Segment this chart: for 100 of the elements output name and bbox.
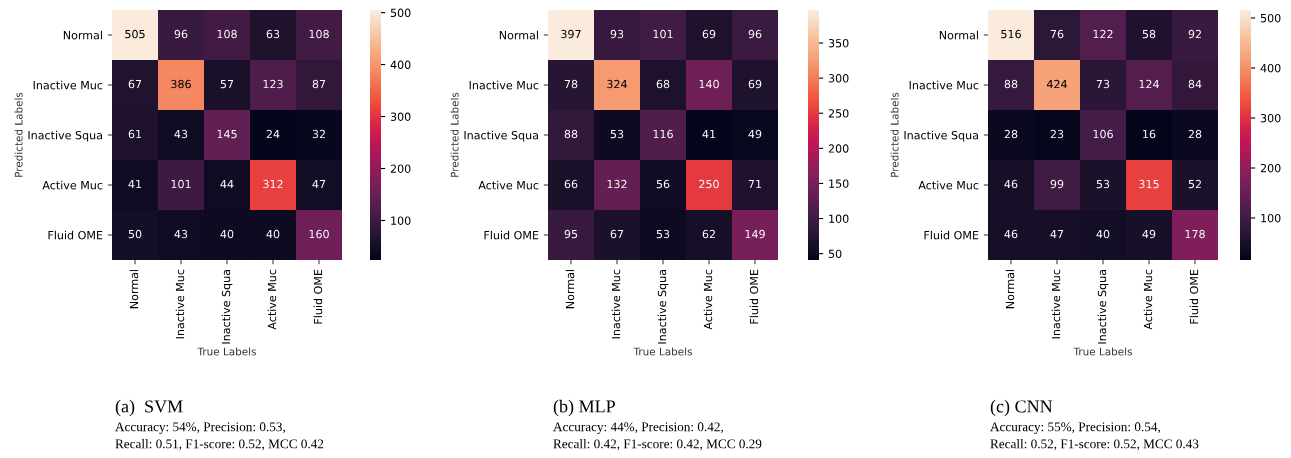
x-tick-label: Inactive Muc [1051,269,1061,339]
x-axis-title: True Labels [197,347,256,356]
y-axis-title: Predicted Labels [14,92,23,177]
data-label: 99 [1050,179,1064,189]
x-tick-label: Normal [129,270,139,309]
data-label: 160 [309,229,329,239]
data-label: 43 [174,129,188,139]
color-bar-label: 250 [828,109,849,118]
data-label: 56 [656,179,670,189]
text: Accuracy: 44%, Precision: 0.42, [553,422,723,434]
data-label: 108 [309,29,329,39]
data-label: 140 [699,79,719,89]
x-axis-title: True Labels [633,347,692,356]
data-label: 93 [610,29,624,39]
color-bar-label: 400 [390,60,411,69]
data-label: 88 [1004,79,1018,89]
text: (a) SVM [115,399,183,417]
y-tick-label: Inactive Squa [464,130,538,142]
text: Accuracy: 55%, Precision: 0.54, [990,422,1160,434]
data-label: 41 [702,129,716,139]
data-label: 92 [1188,29,1201,39]
data-label: 43 [174,229,188,239]
y-tick-label: Active Muc [478,180,539,190]
y-tick-label: Normal [63,30,102,40]
data-label: 123 [263,79,283,89]
color-bar-label: 100 [829,214,849,223]
color-bar-label: 400 [1260,63,1281,73]
text: Accuracy: 54%, Precision: 0.53, [115,422,285,434]
data-label: 397 [561,29,581,39]
y-tick-label: Inactive Muc [33,80,103,90]
x-tick-label: Fluid OME [749,269,759,324]
y-axis-title: Predicted Labels [890,92,899,177]
data-label: 44 [220,179,234,189]
y-tick-label: Inactive Muc [469,80,539,90]
y-tick-label: Fluid OME [924,230,979,240]
data-label: 53 [610,129,624,139]
text: (b) MLP [553,399,615,417]
data-label: 40 [266,229,280,239]
data-label: 40 [220,229,234,239]
data-label: 84 [1188,79,1202,89]
data-label: 16 [1143,129,1156,139]
color-bar-label: 150 [829,179,849,188]
color-bar-label: 200 [1260,163,1281,173]
y-tick-label: Inactive Muc [909,80,979,90]
y-tick-label: Inactive Squa [904,130,978,142]
x-tick-label: Inactive Muc [175,269,185,339]
data-label: 46 [1004,229,1018,239]
color-bar-label: 500 [1260,13,1281,23]
x-tick-label: Fluid OME [1189,269,1199,324]
data-label: 87 [312,79,326,89]
color-bar-label: 100 [1261,213,1281,223]
data-label: 58 [1142,29,1156,39]
data-label: 40 [1096,229,1110,239]
data-label: 53 [656,229,670,239]
x-tick-label: Inactive Squa [657,270,669,344]
data-label: 76 [1050,29,1064,39]
data-label: 315 [1139,179,1159,189]
y-tick-label: Normal [939,30,978,40]
data-label: 53 [1096,179,1110,189]
data-label: 69 [702,29,716,39]
data-label: 108 [217,29,237,39]
data-label: 116 [653,129,673,139]
data-label: 386 [171,79,191,89]
data-label: 46 [1004,179,1018,189]
data-label: 505 [125,29,145,39]
data-label: 50 [128,229,142,239]
color-bar-label: 300 [828,74,849,83]
data-label: 149 [745,229,765,239]
data-label: 145 [217,129,237,139]
data-label: 63 [266,29,280,39]
data-label: 178 [1185,229,1205,239]
data-label: 78 [564,79,578,89]
data-label: 61 [128,129,142,139]
data-label: 28 [1188,129,1202,139]
data-label: 68 [656,79,670,89]
data-label: 250 [699,179,719,189]
data-label: 101 [653,29,673,39]
color-bar-label: 300 [390,112,411,121]
text: Recall: 0.52, F1-score: 0.52, MCC 0.43 [990,439,1199,451]
x-tick-label: Normal [1005,270,1015,309]
color-bar-label: 350 [828,38,849,48]
color-bar-label: 300 [1260,113,1281,123]
data-label: 69 [748,79,762,89]
data-label: 47 [312,179,326,189]
data-label: 28 [1004,129,1018,139]
data-label: 88 [564,129,578,139]
data-label: 71 [748,179,762,189]
data-label: 32 [312,129,325,139]
text: Recall: 0.51, F1-score: 0.52, MCC 0.42 [115,439,324,451]
data-label: 324 [607,79,627,89]
data-label: 516 [1001,29,1021,39]
x-tick-label: Inactive Muc [611,269,621,339]
data-label: 23 [1050,129,1064,139]
data-label: 49 [1142,229,1156,239]
data-label: 24 [266,129,280,139]
color-bar-label: 200 [828,144,849,153]
data-label: 122 [1093,29,1113,39]
data-label: 95 [564,229,578,239]
y-tick-label: Fluid OME [484,230,539,240]
data-label: 49 [748,129,762,139]
